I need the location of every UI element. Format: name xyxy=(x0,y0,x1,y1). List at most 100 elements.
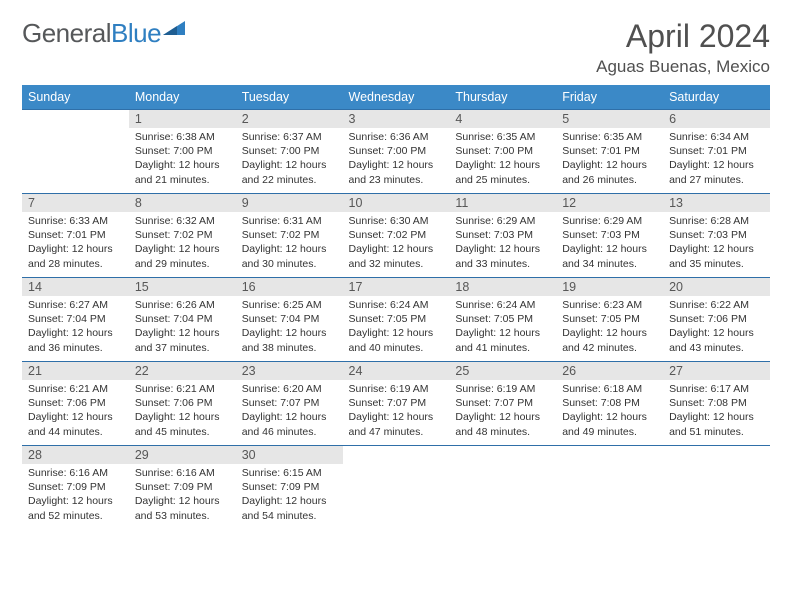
day-number: 16 xyxy=(236,278,343,296)
calendar-cell: 28Sunrise: 6:16 AMSunset: 7:09 PMDayligh… xyxy=(22,446,129,530)
day-info: Sunrise: 6:15 AMSunset: 7:09 PMDaylight:… xyxy=(236,464,343,527)
day-header: Wednesday xyxy=(343,85,450,110)
day-info: Sunrise: 6:21 AMSunset: 7:06 PMDaylight:… xyxy=(22,380,129,443)
day-number: 13 xyxy=(663,194,770,212)
day-info: Sunrise: 6:33 AMSunset: 7:01 PMDaylight:… xyxy=(22,212,129,275)
day-header: Sunday xyxy=(22,85,129,110)
day-info: Sunrise: 6:26 AMSunset: 7:04 PMDaylight:… xyxy=(129,296,236,359)
day-header: Friday xyxy=(556,85,663,110)
day-number: 11 xyxy=(449,194,556,212)
logo-text-blue: Blue xyxy=(111,18,161,49)
calendar-cell: 6Sunrise: 6:34 AMSunset: 7:01 PMDaylight… xyxy=(663,110,770,194)
location-label: Aguas Buenas, Mexico xyxy=(596,57,770,77)
day-info: Sunrise: 6:22 AMSunset: 7:06 PMDaylight:… xyxy=(663,296,770,359)
day-number: 21 xyxy=(22,362,129,380)
calendar-cell: 13Sunrise: 6:28 AMSunset: 7:03 PMDayligh… xyxy=(663,194,770,278)
day-number: 19 xyxy=(556,278,663,296)
day-info: Sunrise: 6:17 AMSunset: 7:08 PMDaylight:… xyxy=(663,380,770,443)
day-info: Sunrise: 6:34 AMSunset: 7:01 PMDaylight:… xyxy=(663,128,770,191)
day-number: 7 xyxy=(22,194,129,212)
calendar-cell: 17Sunrise: 6:24 AMSunset: 7:05 PMDayligh… xyxy=(343,278,450,362)
calendar-cell: 11Sunrise: 6:29 AMSunset: 7:03 PMDayligh… xyxy=(449,194,556,278)
day-number: 26 xyxy=(556,362,663,380)
calendar-cell xyxy=(663,446,770,530)
calendar-cell: 14Sunrise: 6:27 AMSunset: 7:04 PMDayligh… xyxy=(22,278,129,362)
day-number: 9 xyxy=(236,194,343,212)
calendar-week-row: 28Sunrise: 6:16 AMSunset: 7:09 PMDayligh… xyxy=(22,446,770,530)
day-number: 25 xyxy=(449,362,556,380)
calendar-cell: 9Sunrise: 6:31 AMSunset: 7:02 PMDaylight… xyxy=(236,194,343,278)
calendar-cell: 2Sunrise: 6:37 AMSunset: 7:00 PMDaylight… xyxy=(236,110,343,194)
day-number: 5 xyxy=(556,110,663,128)
day-number: 22 xyxy=(129,362,236,380)
day-info: Sunrise: 6:36 AMSunset: 7:00 PMDaylight:… xyxy=(343,128,450,191)
title-block: April 2024 Aguas Buenas, Mexico xyxy=(596,18,770,77)
day-number: 14 xyxy=(22,278,129,296)
day-number: 18 xyxy=(449,278,556,296)
day-header: Thursday xyxy=(449,85,556,110)
day-number: 27 xyxy=(663,362,770,380)
calendar-cell: 24Sunrise: 6:19 AMSunset: 7:07 PMDayligh… xyxy=(343,362,450,446)
day-info: Sunrise: 6:35 AMSunset: 7:00 PMDaylight:… xyxy=(449,128,556,191)
logo-triangle-icon xyxy=(163,21,185,35)
day-number: 17 xyxy=(343,278,450,296)
day-info: Sunrise: 6:19 AMSunset: 7:07 PMDaylight:… xyxy=(449,380,556,443)
day-number: 12 xyxy=(556,194,663,212)
calendar-cell: 18Sunrise: 6:24 AMSunset: 7:05 PMDayligh… xyxy=(449,278,556,362)
day-info: Sunrise: 6:18 AMSunset: 7:08 PMDaylight:… xyxy=(556,380,663,443)
calendar-cell: 10Sunrise: 6:30 AMSunset: 7:02 PMDayligh… xyxy=(343,194,450,278)
day-number: 2 xyxy=(236,110,343,128)
calendar-cell xyxy=(22,110,129,194)
day-info: Sunrise: 6:24 AMSunset: 7:05 PMDaylight:… xyxy=(449,296,556,359)
calendar-cell: 8Sunrise: 6:32 AMSunset: 7:02 PMDaylight… xyxy=(129,194,236,278)
day-info: Sunrise: 6:24 AMSunset: 7:05 PMDaylight:… xyxy=(343,296,450,359)
calendar-cell: 12Sunrise: 6:29 AMSunset: 7:03 PMDayligh… xyxy=(556,194,663,278)
calendar-cell: 3Sunrise: 6:36 AMSunset: 7:00 PMDaylight… xyxy=(343,110,450,194)
calendar-cell: 22Sunrise: 6:21 AMSunset: 7:06 PMDayligh… xyxy=(129,362,236,446)
day-info: Sunrise: 6:20 AMSunset: 7:07 PMDaylight:… xyxy=(236,380,343,443)
calendar-cell xyxy=(343,446,450,530)
calendar-cell: 19Sunrise: 6:23 AMSunset: 7:05 PMDayligh… xyxy=(556,278,663,362)
day-info: Sunrise: 6:37 AMSunset: 7:00 PMDaylight:… xyxy=(236,128,343,191)
day-info: Sunrise: 6:29 AMSunset: 7:03 PMDaylight:… xyxy=(449,212,556,275)
calendar-cell: 15Sunrise: 6:26 AMSunset: 7:04 PMDayligh… xyxy=(129,278,236,362)
calendar-cell xyxy=(556,446,663,530)
calendar-body: 1Sunrise: 6:38 AMSunset: 7:00 PMDaylight… xyxy=(22,110,770,530)
calendar-week-row: 1Sunrise: 6:38 AMSunset: 7:00 PMDaylight… xyxy=(22,110,770,194)
day-number: 29 xyxy=(129,446,236,464)
day-number: 15 xyxy=(129,278,236,296)
calendar-cell: 20Sunrise: 6:22 AMSunset: 7:06 PMDayligh… xyxy=(663,278,770,362)
day-info: Sunrise: 6:25 AMSunset: 7:04 PMDaylight:… xyxy=(236,296,343,359)
calendar-cell: 5Sunrise: 6:35 AMSunset: 7:01 PMDaylight… xyxy=(556,110,663,194)
calendar-cell: 7Sunrise: 6:33 AMSunset: 7:01 PMDaylight… xyxy=(22,194,129,278)
day-number: 10 xyxy=(343,194,450,212)
day-info: Sunrise: 6:27 AMSunset: 7:04 PMDaylight:… xyxy=(22,296,129,359)
day-info: Sunrise: 6:35 AMSunset: 7:01 PMDaylight:… xyxy=(556,128,663,191)
calendar-cell: 1Sunrise: 6:38 AMSunset: 7:00 PMDaylight… xyxy=(129,110,236,194)
calendar-cell: 29Sunrise: 6:16 AMSunset: 7:09 PMDayligh… xyxy=(129,446,236,530)
calendar-cell: 30Sunrise: 6:15 AMSunset: 7:09 PMDayligh… xyxy=(236,446,343,530)
day-info: Sunrise: 6:21 AMSunset: 7:06 PMDaylight:… xyxy=(129,380,236,443)
calendar-cell: 4Sunrise: 6:35 AMSunset: 7:00 PMDaylight… xyxy=(449,110,556,194)
logo-text-general: General xyxy=(22,18,111,49)
day-number: 30 xyxy=(236,446,343,464)
day-number: 3 xyxy=(343,110,450,128)
calendar-cell: 26Sunrise: 6:18 AMSunset: 7:08 PMDayligh… xyxy=(556,362,663,446)
calendar-cell xyxy=(449,446,556,530)
day-info: Sunrise: 6:19 AMSunset: 7:07 PMDaylight:… xyxy=(343,380,450,443)
calendar-cell: 21Sunrise: 6:21 AMSunset: 7:06 PMDayligh… xyxy=(22,362,129,446)
calendar-table: SundayMondayTuesdayWednesdayThursdayFrid… xyxy=(22,85,770,530)
day-info: Sunrise: 6:31 AMSunset: 7:02 PMDaylight:… xyxy=(236,212,343,275)
calendar-cell: 16Sunrise: 6:25 AMSunset: 7:04 PMDayligh… xyxy=(236,278,343,362)
month-title: April 2024 xyxy=(596,18,770,55)
calendar-cell: 23Sunrise: 6:20 AMSunset: 7:07 PMDayligh… xyxy=(236,362,343,446)
calendar-cell: 27Sunrise: 6:17 AMSunset: 7:08 PMDayligh… xyxy=(663,362,770,446)
day-info: Sunrise: 6:38 AMSunset: 7:00 PMDaylight:… xyxy=(129,128,236,191)
day-info: Sunrise: 6:32 AMSunset: 7:02 PMDaylight:… xyxy=(129,212,236,275)
day-number: 1 xyxy=(129,110,236,128)
day-number: 6 xyxy=(663,110,770,128)
day-number: 20 xyxy=(663,278,770,296)
day-number: 8 xyxy=(129,194,236,212)
calendar-week-row: 14Sunrise: 6:27 AMSunset: 7:04 PMDayligh… xyxy=(22,278,770,362)
day-number: 4 xyxy=(449,110,556,128)
